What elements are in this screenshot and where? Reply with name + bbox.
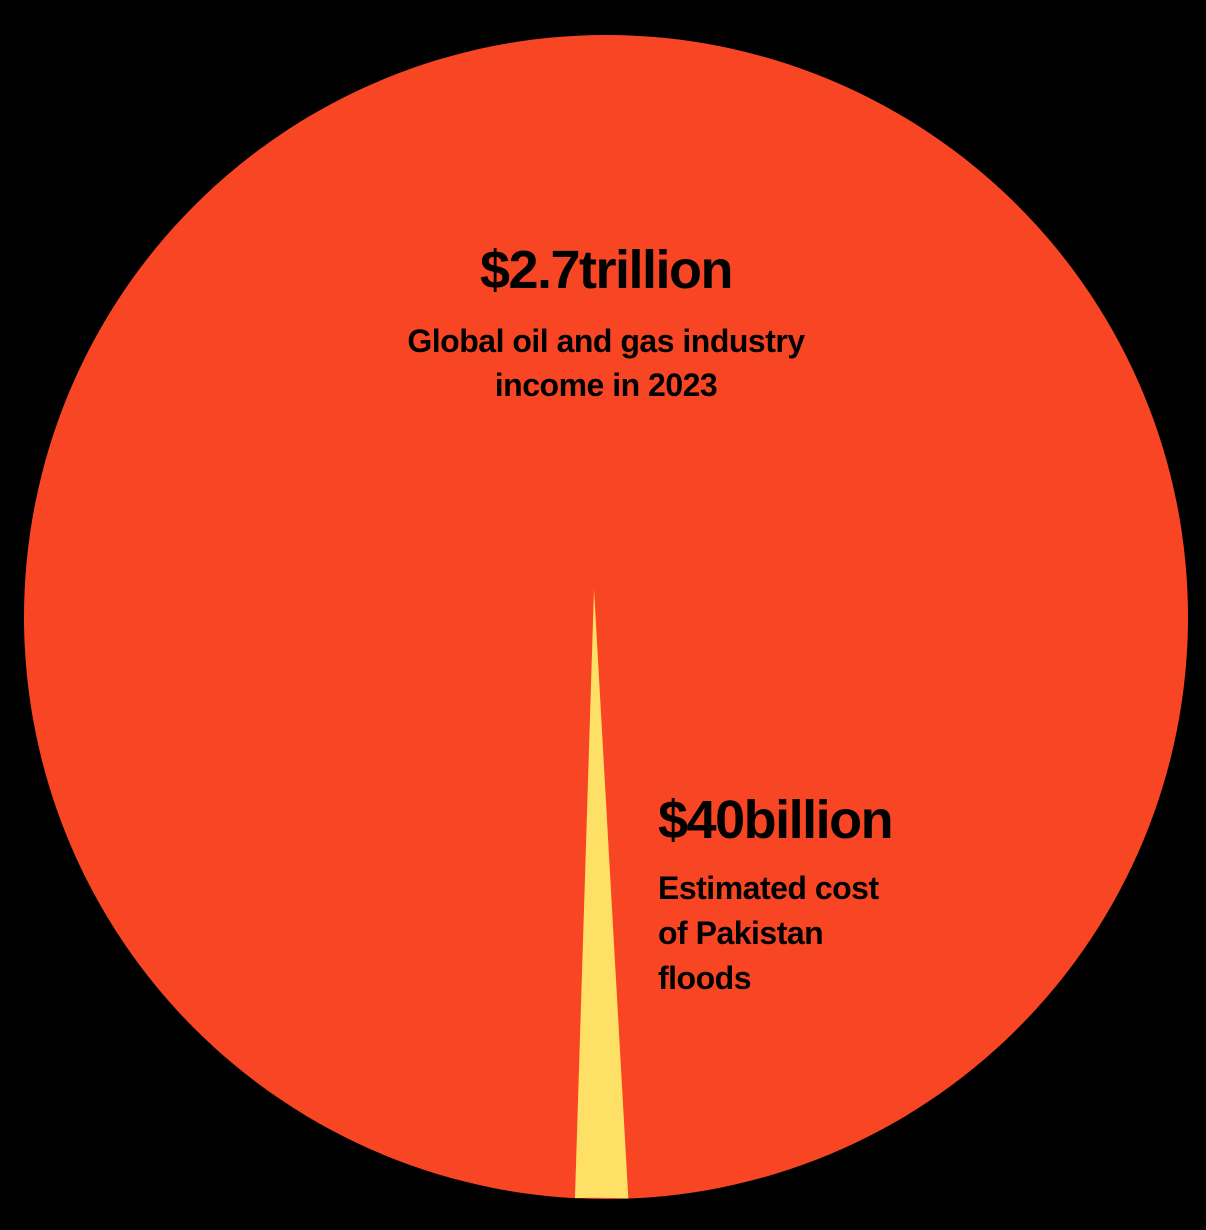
pie-slices — [24, 35, 1188, 1199]
pie-slice-floods — [574, 589, 629, 1199]
floods-value-label: $40billion — [658, 790, 892, 850]
floods-description-line-1: Estimated cost — [658, 870, 879, 906]
oil-gas-description-line-2: income in 2023 — [495, 367, 717, 403]
oil-gas-value-label: $2.7trillion — [480, 240, 732, 300]
floods-description-line-2: of Pakistan — [658, 915, 823, 951]
oil-gas-description-line-1: Global oil and gas industry — [407, 323, 805, 359]
pie-slice-oil-gas — [24, 35, 1188, 1199]
floods-description-line-3: floods — [658, 960, 751, 996]
